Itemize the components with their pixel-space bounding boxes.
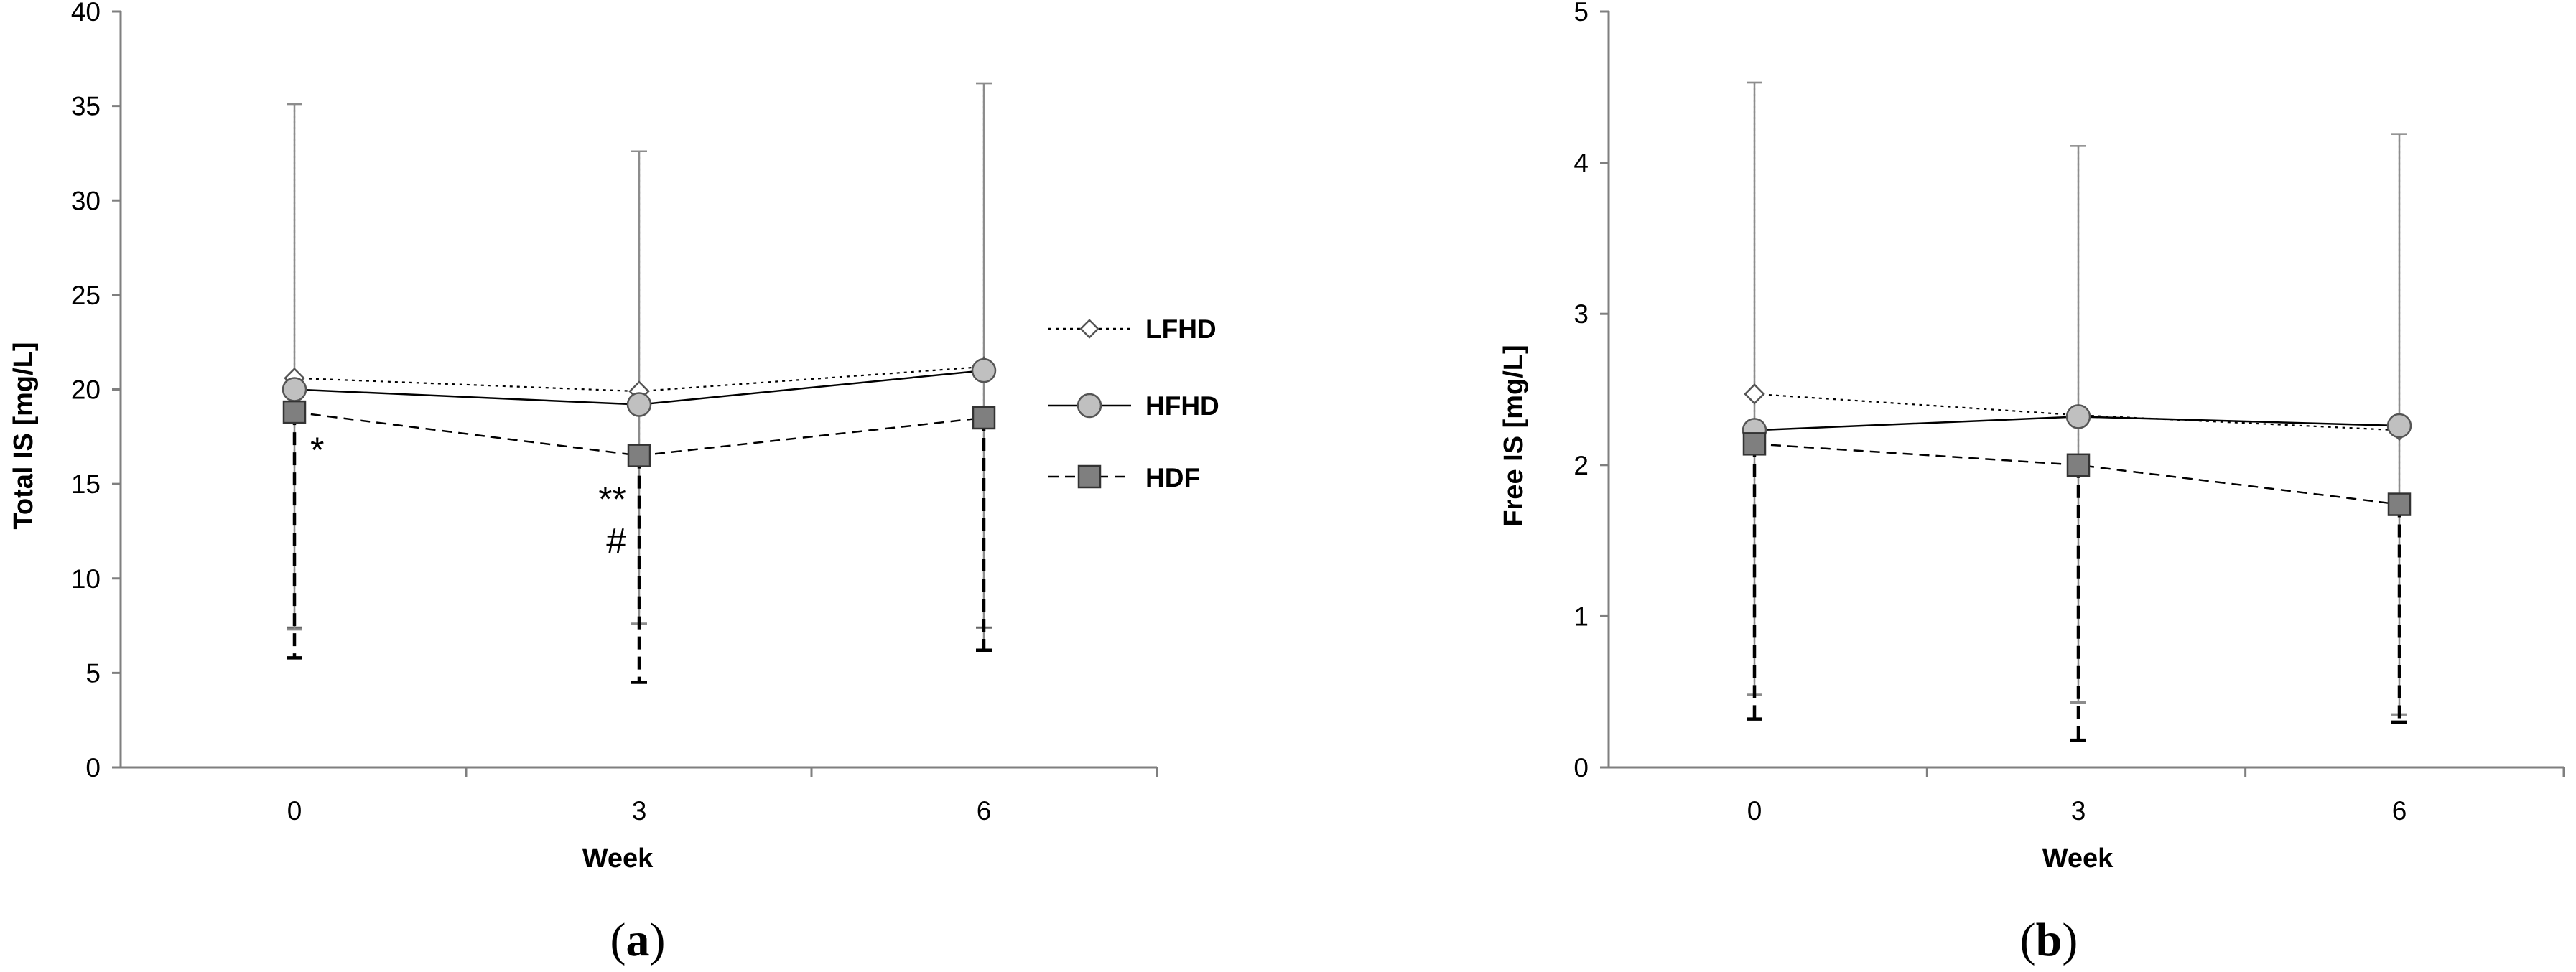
y-tick-label: 40 — [71, 0, 101, 27]
x-tick-label: 0 — [287, 796, 302, 826]
data-point-hfhd — [2065, 404, 2091, 429]
x-tick-label: 3 — [632, 796, 647, 826]
y-tick-label: 25 — [71, 281, 101, 310]
x-tick-label: 3 — [2071, 796, 2086, 826]
chart-b-plot: 0 1 2 3 4 5 0 3 6 — [1573, 0, 2565, 826]
chart-panel-b: 0 1 2 3 4 5 0 3 6 Week Free IS [mg/L] (b) — [1499, 0, 2565, 966]
significance-annotation: ** — [598, 480, 626, 520]
data-point-hfhd — [626, 392, 652, 417]
data-point-hdf — [627, 444, 651, 467]
y-tick-label: 1 — [1573, 602, 1589, 631]
data-point-hfhd — [971, 358, 997, 383]
y-tick-label: 2 — [1573, 451, 1589, 480]
data-point-hdf — [1742, 432, 1767, 456]
data-point-hdf — [2066, 453, 2091, 477]
x-tick-label: 0 — [1747, 796, 1762, 826]
chart-b-ylabel: Free IS [mg/L] — [1499, 345, 1529, 526]
data-point-hfhd — [282, 377, 307, 402]
panel-label-b: (b) — [2020, 914, 2078, 966]
chart-b-xlabel: Week — [2042, 844, 2114, 874]
chart-a-legend: LFHD HFHD HDF — [1048, 314, 1219, 492]
chart-a-xlabel: Week — [582, 844, 654, 874]
data-point-hdf — [972, 406, 996, 430]
y-tick-label: 4 — [1573, 149, 1589, 178]
data-point-lfhd — [1744, 383, 1765, 405]
y-tick-label: 3 — [1573, 299, 1589, 329]
y-tick-label: 30 — [71, 186, 101, 215]
y-tick-label: 10 — [71, 564, 101, 594]
y-tick-label: 5 — [1573, 0, 1589, 27]
significance-annotation: # — [606, 520, 626, 561]
legend-lfhd-label: LFHD — [1145, 314, 1217, 344]
legend-hfhd-label: HFHD — [1145, 391, 1219, 421]
chart-a-ylabel: Total IS [mg/L] — [9, 342, 39, 529]
x-tick-label: 6 — [977, 796, 992, 826]
data-point-hfhd — [2386, 413, 2412, 439]
series-line-hdf — [1754, 443, 2400, 505]
data-point-hdf — [282, 400, 307, 424]
legend-hfhd-marker — [1077, 393, 1102, 419]
y-tick-label: 20 — [71, 375, 101, 405]
legend-hdf-marker — [1077, 464, 1102, 489]
y-tick-label: 0 — [85, 753, 101, 782]
y-tick-label: 0 — [1573, 753, 1589, 782]
x-tick-label: 6 — [2392, 796, 2407, 826]
panel-label-a: (a) — [610, 914, 666, 966]
y-tick-label: 15 — [71, 469, 101, 499]
legend-hdf-label: HDF — [1145, 463, 1200, 492]
significance-annotation: * — [310, 430, 324, 470]
legend-lfhd-marker — [1079, 319, 1099, 339]
data-point-hdf — [2387, 492, 2412, 516]
y-tick-label: 5 — [85, 658, 101, 688]
y-tick-label: 35 — [71, 92, 101, 121]
